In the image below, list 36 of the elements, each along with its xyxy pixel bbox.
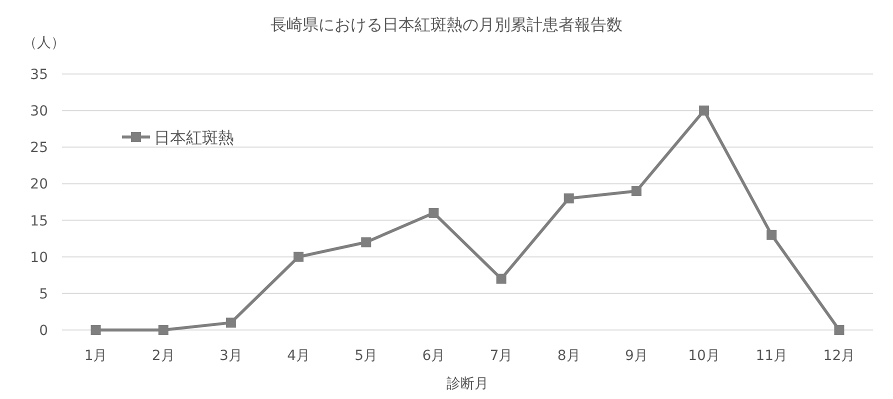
y-tick-label: 10 bbox=[30, 250, 48, 266]
x-tick-label: 12月 bbox=[823, 348, 856, 364]
x-tick-label: 3月 bbox=[219, 348, 242, 364]
x-tick-label: 10月 bbox=[688, 348, 720, 364]
x-tick-label: 5月 bbox=[354, 348, 378, 364]
y-tick-label: 5 bbox=[39, 286, 48, 302]
x-tick-label: 2月 bbox=[152, 348, 175, 364]
y-tick-label: 20 bbox=[30, 176, 48, 193]
point bbox=[631, 186, 642, 196]
x-tick-label: 9月 bbox=[624, 348, 648, 364]
x-tick-label: 4月 bbox=[287, 348, 310, 364]
x-tick-label: 8月 bbox=[557, 348, 580, 364]
x-tick-label: 6月 bbox=[422, 348, 446, 364]
x-tick-label: 7月 bbox=[490, 348, 513, 364]
point bbox=[361, 237, 372, 248]
y-tick-label: 0 bbox=[39, 323, 48, 339]
point bbox=[834, 325, 844, 335]
x-tick-label: 1月 bbox=[84, 348, 108, 364]
y-axis-title: （人） bbox=[23, 35, 65, 51]
point bbox=[564, 193, 574, 204]
x-axis-title: 診断月 bbox=[446, 376, 488, 392]
point bbox=[90, 325, 101, 335]
y-tick-label: 15 bbox=[30, 213, 48, 230]
x-tick-label: 11月 bbox=[756, 348, 788, 364]
chart-title: 長崎県における日本紅斑熱の月別累計患者報告数 bbox=[270, 15, 622, 34]
point bbox=[294, 252, 304, 262]
point bbox=[226, 318, 236, 328]
y-tick-label: 35 bbox=[30, 67, 48, 83]
y-tick-label: 30 bbox=[30, 104, 48, 120]
point bbox=[158, 325, 168, 335]
point bbox=[428, 208, 439, 218]
legend-label: 日本紅斑熱 bbox=[154, 128, 234, 147]
point bbox=[496, 274, 506, 284]
y-tick-label: 25 bbox=[30, 140, 48, 156]
point bbox=[766, 230, 777, 240]
point bbox=[699, 106, 710, 116]
